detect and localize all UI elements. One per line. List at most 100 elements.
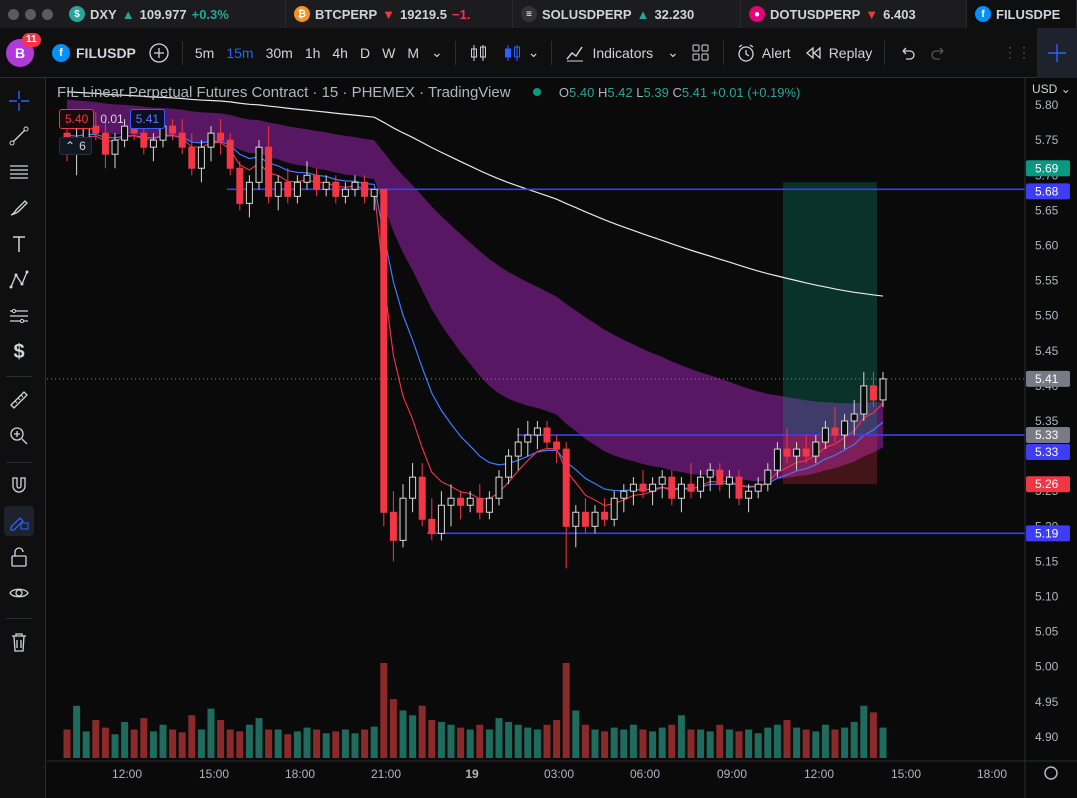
browser-tab-dotusdperp[interactable]: ● DOTUSDPERP ▼ 6.403 bbox=[741, 0, 967, 28]
candle-body bbox=[639, 483, 647, 492]
magnet-tool[interactable] bbox=[4, 470, 34, 500]
volume-bar bbox=[274, 729, 282, 758]
volume-bar bbox=[149, 731, 157, 758]
candle-body bbox=[226, 139, 234, 169]
minimize-window-button[interactable] bbox=[25, 8, 36, 20]
close-window-button[interactable] bbox=[8, 8, 19, 20]
candle-body bbox=[572, 511, 580, 527]
interval-1h[interactable]: 1h bbox=[304, 44, 321, 61]
volume-bar bbox=[812, 731, 820, 758]
replay-button[interactable]: Replay bbox=[797, 37, 879, 69]
zoom-tool[interactable] bbox=[4, 421, 34, 451]
price-tick-label: 4.95 bbox=[1035, 695, 1059, 709]
interval-5m[interactable]: 5m bbox=[194, 44, 215, 61]
chart-pane[interactable]: 5.805.755.705.655.605.555.505.455.405.35… bbox=[47, 78, 1077, 798]
volume-bar bbox=[370, 726, 378, 758]
crosshair-tool[interactable] bbox=[4, 86, 34, 116]
volume-bar bbox=[466, 729, 474, 758]
indicator-collapse-button[interactable]: ⌃ 6 bbox=[59, 137, 92, 155]
candle-body bbox=[322, 181, 330, 190]
tab-symbol: FILUSDPE bbox=[996, 6, 1061, 22]
lock-tool[interactable] bbox=[4, 542, 34, 572]
measure-lines-icon bbox=[10, 308, 28, 324]
templates-button[interactable] bbox=[685, 37, 717, 69]
tab-price: 6.403 bbox=[883, 6, 916, 22]
volume-bar bbox=[293, 731, 301, 758]
interval-15m[interactable]: 15m bbox=[226, 44, 254, 61]
undo-button[interactable] bbox=[891, 37, 923, 69]
bid-ask-widget[interactable]: 5.40 0.01 5.41 bbox=[59, 109, 166, 129]
symbol-search-button[interactable]: f FILUSDP bbox=[46, 37, 142, 69]
currency-selector[interactable]: USD ⌄ bbox=[1032, 82, 1071, 96]
interval-selector: 5m 15m 30m 1h 4h D W M bbox=[189, 37, 425, 69]
volume-bar bbox=[82, 731, 90, 758]
alert-button[interactable]: Alert bbox=[730, 37, 797, 69]
volume-bar bbox=[850, 721, 858, 758]
interval-30m[interactable]: 30m bbox=[265, 44, 293, 61]
brush-tool[interactable] bbox=[4, 193, 34, 223]
browser-tab-dxy[interactable]: $ DXY ▲ 109.977 +0.3% bbox=[61, 0, 286, 28]
indicators-button[interactable]: Indicators ⌄ bbox=[558, 37, 684, 69]
interval-4h[interactable]: 4h bbox=[332, 44, 348, 61]
price-tick-label: 5.05 bbox=[1035, 625, 1059, 639]
price-axis-label: 5.41 bbox=[1035, 372, 1059, 386]
trend-line-icon bbox=[9, 126, 29, 146]
volume-bar bbox=[428, 720, 436, 758]
compare-symbol-button[interactable] bbox=[142, 37, 176, 69]
candle-body bbox=[754, 483, 762, 492]
volume-bar bbox=[783, 720, 791, 758]
interval-m[interactable]: M bbox=[407, 44, 419, 61]
prediction-tool[interactable] bbox=[4, 301, 34, 331]
interval-d[interactable]: D bbox=[359, 44, 371, 61]
browser-tab-solusdperp[interactable]: ≡ SOLUSDPERP ▲ 32.230 bbox=[513, 0, 741, 28]
candles-chart-type-button[interactable] bbox=[462, 37, 496, 69]
pattern-tool[interactable] bbox=[4, 265, 34, 295]
delete-drawings-tool[interactable] bbox=[4, 627, 34, 657]
settings-gear-icon[interactable] bbox=[1044, 766, 1058, 780]
time-tick-label: 15:00 bbox=[891, 767, 921, 781]
bars-chart-type-button[interactable]: ⌄ bbox=[496, 37, 546, 69]
text-tool[interactable] bbox=[4, 229, 34, 259]
interval-w[interactable]: W bbox=[382, 44, 396, 61]
indicators-icon bbox=[566, 46, 584, 61]
candle-body bbox=[313, 174, 321, 190]
volume-bar bbox=[572, 710, 580, 758]
lock-drawing-pencil-tool[interactable] bbox=[4, 506, 34, 536]
panel-drag-handle[interactable]: ⋮⋮ bbox=[1003, 44, 1031, 60]
notification-badge: 11 bbox=[22, 32, 41, 47]
coin-icon: ● bbox=[749, 6, 765, 22]
sell-price-button[interactable]: 5.40 bbox=[59, 109, 95, 129]
candle-body bbox=[380, 188, 388, 513]
crosshair-toggle-button[interactable] bbox=[1037, 27, 1077, 78]
maximize-window-button[interactable] bbox=[42, 8, 53, 20]
buy-price-button[interactable]: 5.41 bbox=[129, 109, 166, 129]
candle-body bbox=[658, 476, 666, 485]
candle-body bbox=[207, 132, 215, 148]
trend-line-tool[interactable] bbox=[4, 121, 34, 151]
browser-tab-filusdpe[interactable]: f FILUSDPE bbox=[967, 0, 1077, 28]
fib-tool[interactable] bbox=[4, 157, 34, 187]
candle-body bbox=[629, 483, 637, 492]
volume-bar bbox=[802, 729, 810, 758]
tab-change: −1. bbox=[452, 6, 471, 22]
dollar-icon[interactable]: $ bbox=[13, 340, 25, 363]
candle-body bbox=[533, 427, 541, 436]
volume-bar bbox=[745, 729, 753, 758]
ruler-tool[interactable] bbox=[4, 385, 34, 415]
volume-bar bbox=[658, 727, 666, 758]
volume-bar bbox=[620, 729, 628, 758]
redo-button[interactable] bbox=[923, 37, 955, 69]
user-avatar[interactable]: B 11 bbox=[6, 32, 41, 67]
drawing-toolbar: $ bbox=[0, 78, 46, 798]
price-axis-label: 5.19 bbox=[1035, 526, 1059, 540]
candle-body bbox=[783, 448, 791, 457]
candle-body bbox=[725, 476, 733, 485]
price-chart[interactable]: 5.805.755.705.655.605.555.505.455.405.35… bbox=[47, 78, 1077, 798]
interval-dropdown-button[interactable]: ⌄ bbox=[430, 44, 443, 60]
browser-tab-btcperp[interactable]: ₿ BTCPERP ▼ 19219.5 −1. bbox=[286, 0, 513, 28]
volume-bar bbox=[188, 715, 196, 758]
visibility-tool[interactable] bbox=[4, 578, 34, 608]
candle-body bbox=[236, 167, 244, 204]
time-tick-label: 18:00 bbox=[285, 767, 315, 781]
divider bbox=[454, 40, 456, 65]
